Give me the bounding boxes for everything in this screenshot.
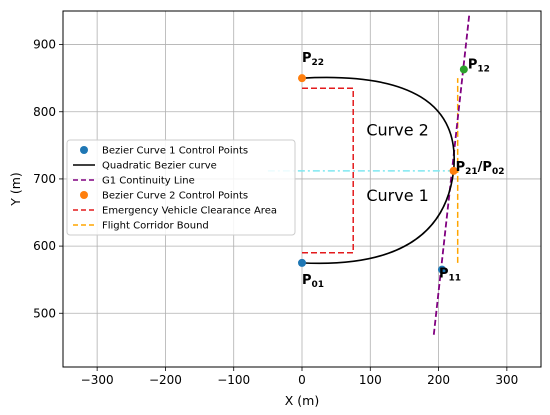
x-tick-label: 300 (495, 373, 518, 387)
legend-label: Emergency Vehicle Clearance Area (102, 206, 277, 217)
y-axis-label: Y (m) (8, 172, 23, 207)
y-tick-label: 900 (33, 38, 56, 52)
x-tick-label: 0 (298, 373, 306, 387)
annotations: P22 P12 P21/P02 P11 P01 Curve 2 Curve 1 (302, 51, 504, 290)
x-axis-label: X (m) (285, 393, 319, 408)
grid (63, 11, 541, 367)
control-point-marker (298, 74, 306, 83)
legend-label: Bezier Curve 1 Control Points (102, 146, 248, 157)
y-tick-label: 500 (33, 306, 56, 320)
control-point-marker (298, 258, 306, 267)
x-tick-label: −200 (149, 373, 182, 387)
x-tick-label: 200 (427, 373, 450, 387)
bezier-curve-1 (301, 170, 455, 265)
axis-ticks: −300 −200 −100 0 100 200 300 500 600 700 800 900 (33, 38, 518, 387)
control-point-marker (437, 265, 446, 274)
control-point-label: P12 (468, 57, 490, 74)
legend-box (66, 139, 296, 236)
curve-region-label: Curve 2 (366, 120, 428, 139)
curve-region-label: Curve 1 (366, 186, 428, 205)
control-point-marker (449, 166, 458, 175)
control-point-label: P01 (302, 273, 324, 290)
x-tick-label: −100 (217, 373, 250, 387)
plot-area (267, 14, 471, 335)
control-point-label: P11 (439, 267, 461, 284)
legend-marker (80, 191, 88, 199)
bezier-curve-2 (301, 76, 456, 171)
legend-label: Flight Corridor Bound (102, 221, 209, 232)
y-tick-label: 600 (33, 239, 56, 253)
legend: Bezier Curve 1 Control Points Quadratic B… (66, 139, 296, 236)
legend-label: Quadratic Bezier curve (102, 161, 217, 172)
legend-label: G1 Continuity Line (102, 176, 195, 187)
y-tick-label: 700 (33, 172, 56, 186)
x-tick-label: 100 (359, 373, 382, 387)
control-point-marker (459, 65, 468, 74)
legend-marker (80, 146, 88, 154)
x-tick-label: −300 (81, 373, 114, 387)
legend-label: Bezier Curve 2 Control Points (102, 191, 248, 202)
y-tick-label: 800 (33, 105, 56, 119)
control-point-label: P21/P02 (456, 160, 505, 177)
control-point-label: P22 (302, 51, 324, 68)
